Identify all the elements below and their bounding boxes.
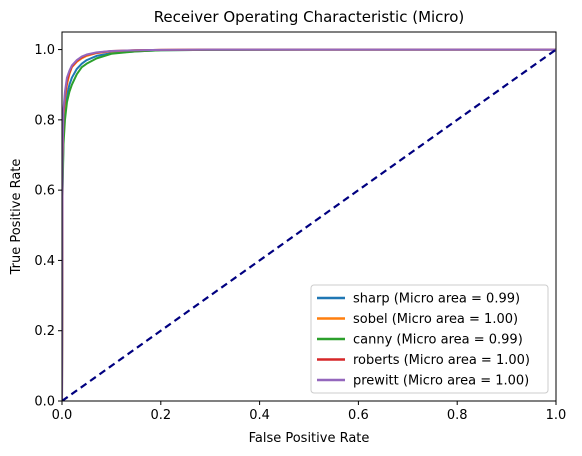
x-axis-ticks: 0.0 0.2 0.4 0.6 0.8 1.0	[52, 401, 567, 423]
y-axis-label: True Positive Rate	[9, 159, 24, 276]
x-tick-label: 1.0	[546, 408, 567, 423]
y-tick-label: 1.0	[34, 43, 55, 58]
reference-diagonal-line	[62, 48, 556, 401]
legend-label: prewitt (Micro area = 1.00)	[353, 374, 529, 389]
y-tick-label: 0.2	[34, 324, 55, 339]
x-axis-label: False Positive Rate	[249, 431, 370, 446]
y-tick-label: 0.4	[34, 254, 55, 269]
legend-label: roberts (Micro area = 1.00)	[353, 353, 530, 368]
y-tick-label: 0.0	[34, 395, 55, 410]
x-tick-label: 0.2	[150, 408, 171, 423]
series-line-4	[62, 48, 556, 401]
x-tick-label: 0.8	[447, 408, 468, 423]
legend-box	[310, 284, 549, 394]
x-tick-label: 0.4	[249, 408, 270, 423]
legend-label: sharp (Micro area = 0.99)	[353, 292, 520, 307]
x-tick-label: 0.6	[348, 408, 369, 423]
chart-title: Receiver Operating Characteristic (Micro…	[154, 8, 465, 26]
legend-label: sobel (Micro area = 1.00)	[353, 312, 518, 327]
series-layer	[62, 48, 556, 401]
plot-frame	[61, 31, 557, 402]
y-tick-label: 0.8	[34, 113, 55, 128]
legend-label: canny (Micro area = 0.99)	[353, 333, 523, 348]
x-tick-label: 0.0	[52, 408, 73, 423]
y-axis-ticks: 0.0 0.2 0.4 0.6 0.8 1.0	[34, 43, 62, 410]
legend: sharp (Micro area = 0.99) sobel (Micro ar…	[310, 284, 549, 394]
legend-entries: sharp (Micro area = 0.99) sobel (Micro ar…	[317, 292, 530, 389]
y-tick-label: 0.6	[34, 184, 55, 199]
plot-area	[62, 48, 556, 401]
